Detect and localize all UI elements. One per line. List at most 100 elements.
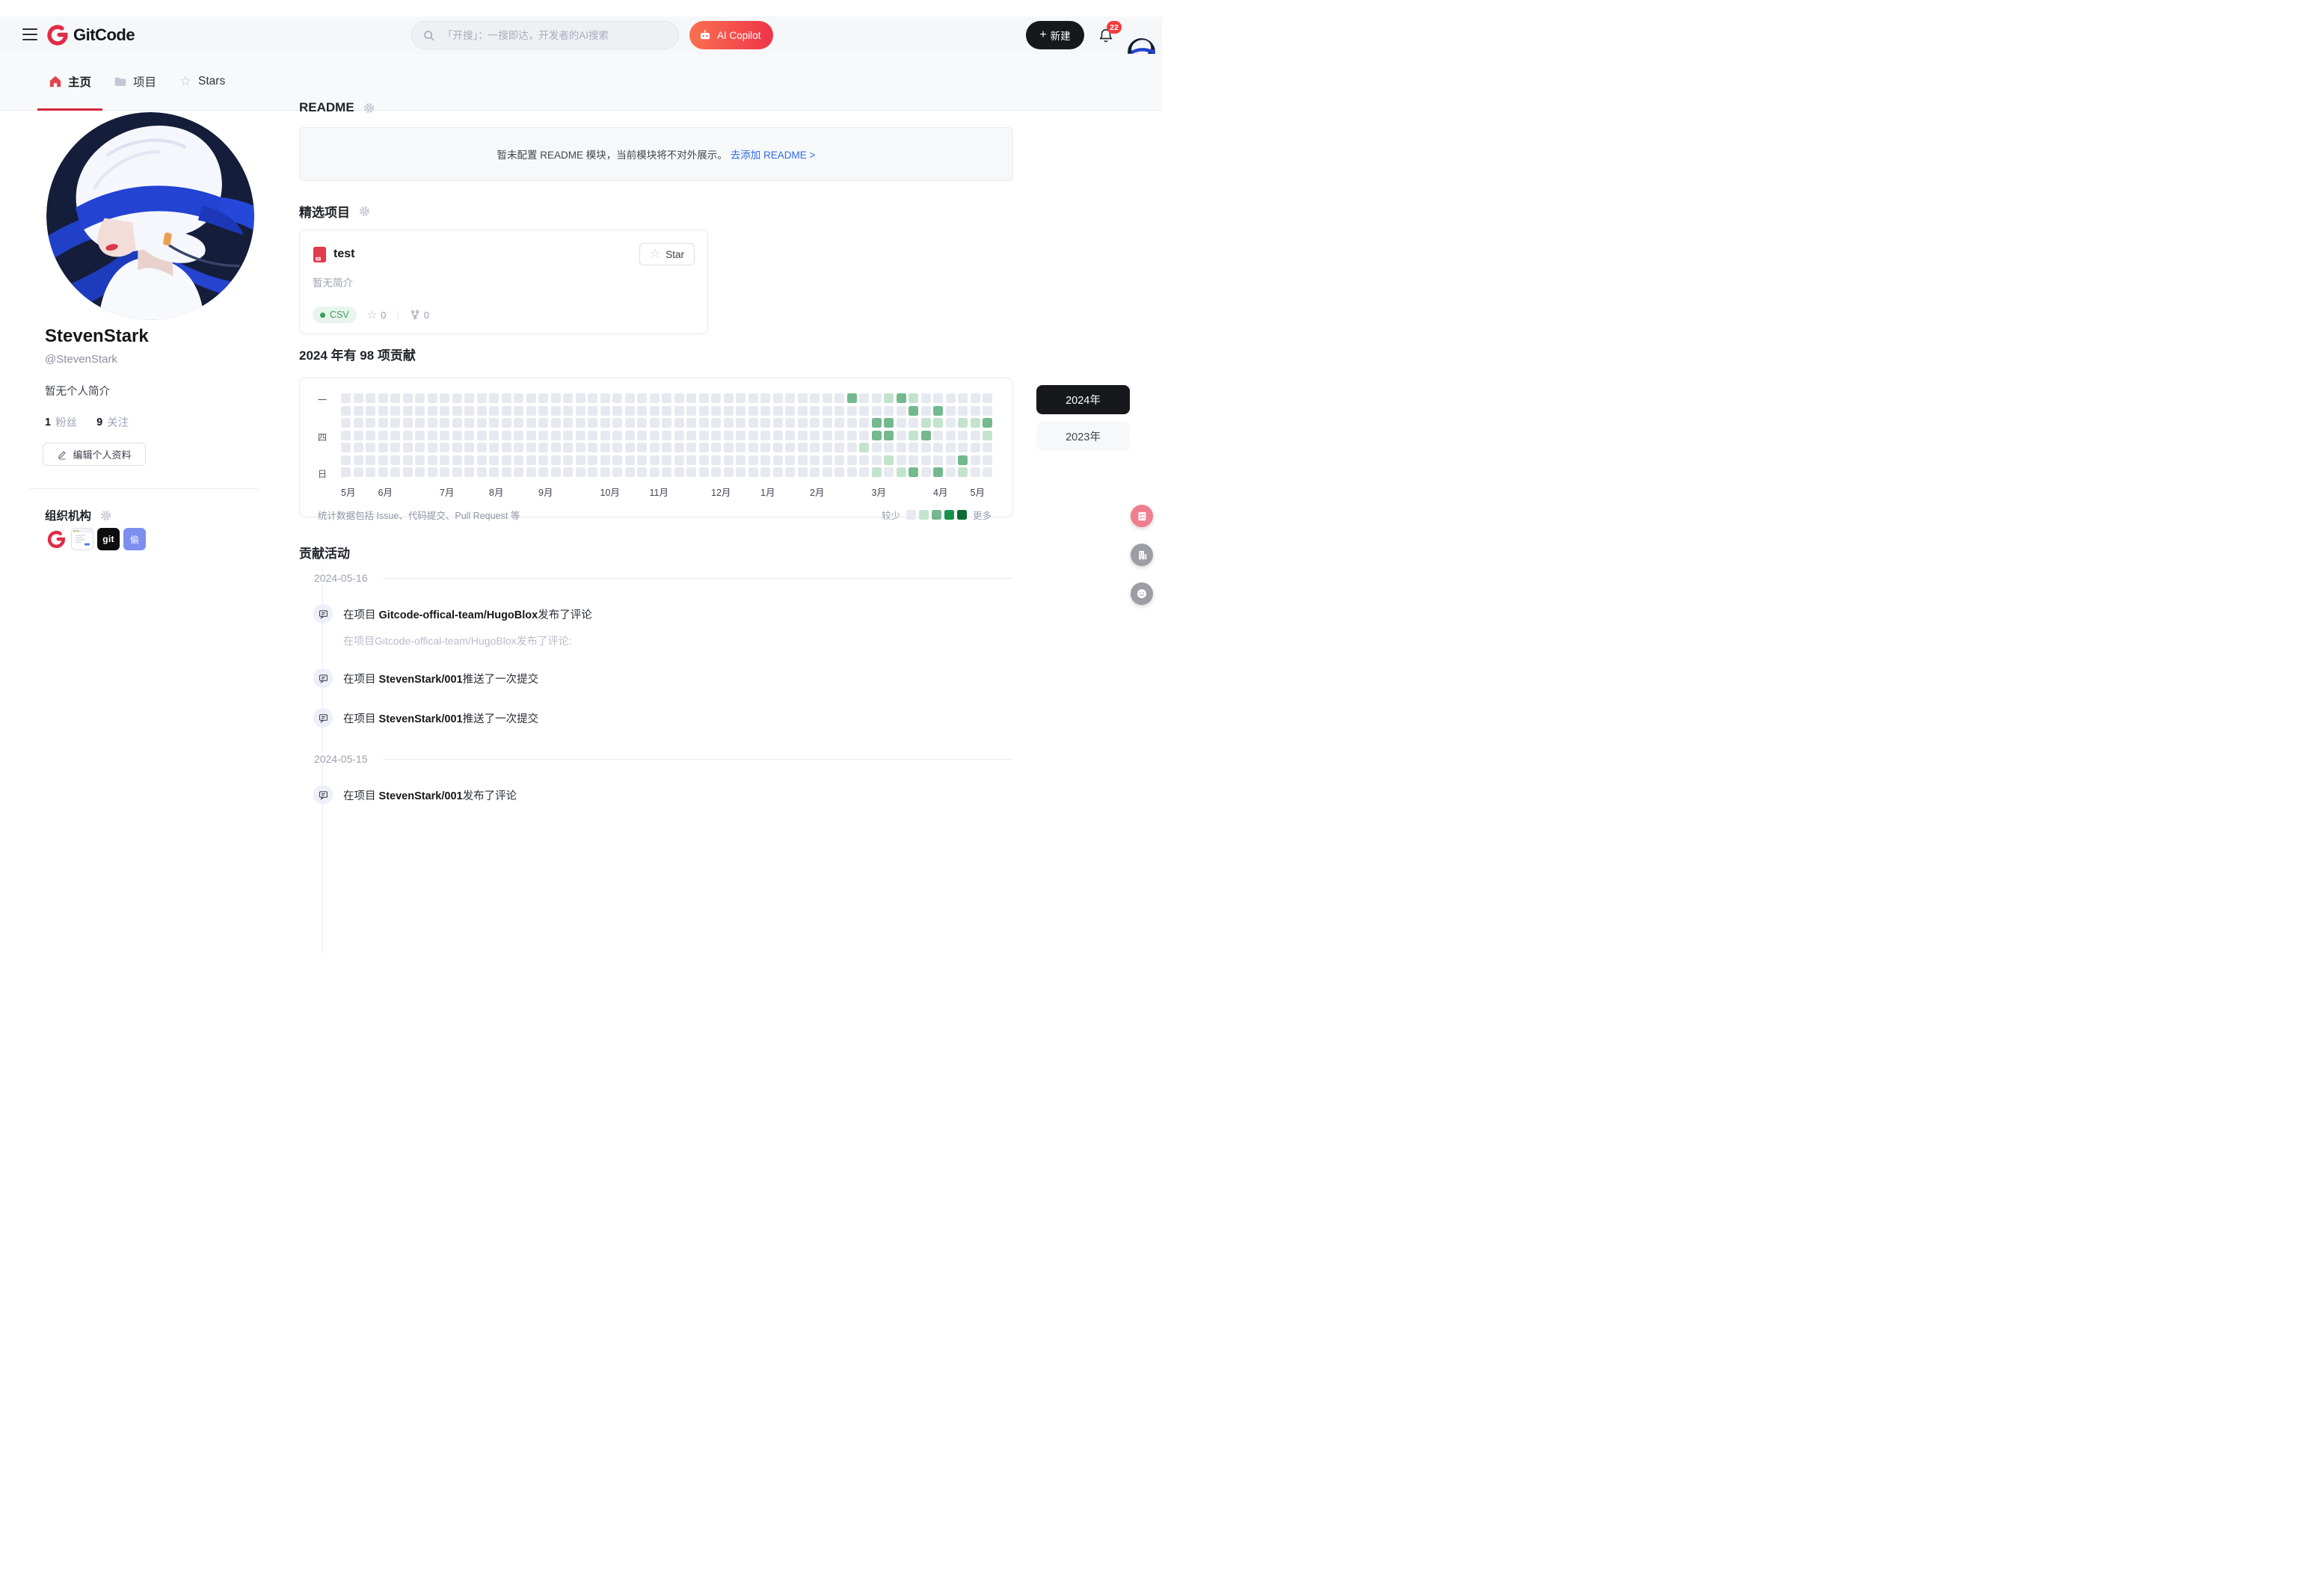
contrib-cell[interactable] [686, 418, 696, 428]
contrib-cell[interactable] [760, 393, 770, 403]
contrib-cell[interactable] [698, 430, 709, 440]
contrib-cell[interactable] [489, 443, 499, 452]
contrib-cell[interactable] [637, 443, 647, 452]
contrib-cell[interactable] [945, 455, 956, 465]
contrib-cell[interactable] [588, 430, 597, 440]
contrib-cell[interactable] [563, 405, 573, 416]
contrib-cell[interactable] [501, 430, 511, 440]
contrib-cell[interactable] [674, 418, 684, 428]
contrib-cell[interactable] [440, 455, 449, 465]
contrib-cell[interactable] [674, 405, 684, 416]
contrib-cell[interactable] [711, 455, 721, 465]
contrib-cell[interactable] [674, 467, 684, 477]
contrib-cell[interactable] [896, 405, 906, 416]
contrib-cell[interactable] [575, 455, 585, 465]
contrib-cell[interactable] [514, 455, 523, 465]
contrib-cell[interactable] [550, 430, 561, 440]
contrib-cell[interactable] [489, 455, 499, 465]
contrib-cell[interactable] [834, 393, 844, 403]
contrib-cell[interactable] [884, 455, 894, 465]
contrib-cell[interactable] [772, 393, 783, 403]
contrib-cell[interactable] [464, 430, 474, 440]
contrib-cell[interactable] [588, 418, 597, 428]
contrib-cell[interactable] [674, 455, 684, 465]
contrib-cell[interactable] [588, 467, 597, 477]
contrib-cell[interactable] [612, 455, 622, 465]
contrib-cell[interactable] [785, 455, 795, 465]
contrib-cell[interactable] [353, 405, 363, 416]
contrib-cell[interactable] [378, 467, 388, 477]
contrib-cell[interactable] [550, 467, 561, 477]
contrib-cell[interactable] [859, 430, 869, 440]
contrib-cell[interactable] [563, 430, 573, 440]
contrib-cell[interactable] [538, 430, 548, 440]
contrib-cell[interactable] [797, 418, 808, 428]
contrib-cell[interactable] [526, 405, 536, 416]
contrib-cell[interactable] [785, 405, 795, 416]
contrib-cell[interactable] [884, 467, 894, 477]
contrib-cell[interactable] [526, 467, 536, 477]
contrib-cell[interactable] [834, 443, 844, 452]
contrib-cell[interactable] [760, 405, 770, 416]
contrib-cell[interactable] [415, 405, 425, 416]
contrib-cell[interactable] [415, 393, 425, 403]
contrib-cell[interactable] [649, 405, 660, 416]
contrib-cell[interactable] [637, 393, 647, 403]
contrib-cell[interactable] [723, 455, 734, 465]
contrib-cell[interactable] [366, 418, 375, 428]
contrib-cell[interactable] [896, 443, 906, 452]
contrib-cell[interactable] [909, 443, 918, 452]
contrib-cell[interactable] [427, 467, 437, 477]
contrib-cell[interactable] [958, 455, 968, 465]
contrib-cell[interactable] [822, 418, 832, 428]
contrib-cell[interactable] [353, 467, 363, 477]
contrib-cell[interactable] [501, 405, 511, 416]
contrib-cell[interactable] [970, 393, 980, 403]
contrib-cell[interactable] [649, 443, 660, 452]
contrib-cell[interactable] [748, 467, 758, 477]
contrib-cell[interactable] [933, 393, 943, 403]
contrib-cell[interactable] [686, 393, 696, 403]
contrib-cell[interactable] [834, 430, 844, 440]
contrib-cell[interactable] [514, 418, 523, 428]
contrib-cell[interactable] [563, 418, 573, 428]
contrib-cell[interactable] [378, 405, 388, 416]
tab-项目[interactable]: 项目 [102, 54, 167, 111]
contrib-cell[interactable] [846, 430, 857, 440]
contrib-cell[interactable] [871, 455, 882, 465]
contrib-cell[interactable] [884, 418, 894, 428]
contrib-cell[interactable] [884, 430, 894, 440]
event-repo-link[interactable]: StevenStark/001 [378, 790, 463, 802]
contrib-cell[interactable] [476, 467, 487, 477]
contrib-cell[interactable] [464, 393, 474, 403]
contrib-cell[interactable] [588, 405, 597, 416]
contrib-cell[interactable] [378, 418, 388, 428]
contrib-cell[interactable] [390, 418, 400, 428]
contrib-cell[interactable] [772, 405, 783, 416]
tab-主页[interactable]: 主页 [37, 54, 103, 111]
contrib-cell[interactable] [920, 393, 931, 403]
contrib-cell[interactable] [415, 418, 425, 428]
contrib-cell[interactable] [760, 418, 770, 428]
contrib-cell[interactable] [723, 405, 734, 416]
gear-icon[interactable] [363, 102, 375, 114]
contrib-cell[interactable] [859, 443, 869, 452]
contrib-cell[interactable] [662, 467, 671, 477]
search-input[interactable] [441, 28, 668, 42]
contrib-cell[interactable] [489, 467, 499, 477]
contrib-cell[interactable] [896, 430, 906, 440]
contrib-cell[interactable] [649, 393, 660, 403]
contrib-cell[interactable] [624, 430, 635, 440]
contrib-cell[interactable] [440, 418, 449, 428]
contrib-cell[interactable] [538, 467, 548, 477]
contrib-cell[interactable] [958, 418, 968, 428]
contrib-cell[interactable] [723, 393, 734, 403]
contrib-cell[interactable] [797, 455, 808, 465]
contrib-cell[interactable] [538, 455, 548, 465]
contrib-cell[interactable] [662, 418, 671, 428]
contrib-cell[interactable] [390, 393, 400, 403]
contrib-cell[interactable] [698, 418, 709, 428]
contrib-cell[interactable] [859, 418, 869, 428]
contrib-cell[interactable] [970, 418, 980, 428]
contrib-cell[interactable] [427, 443, 437, 452]
